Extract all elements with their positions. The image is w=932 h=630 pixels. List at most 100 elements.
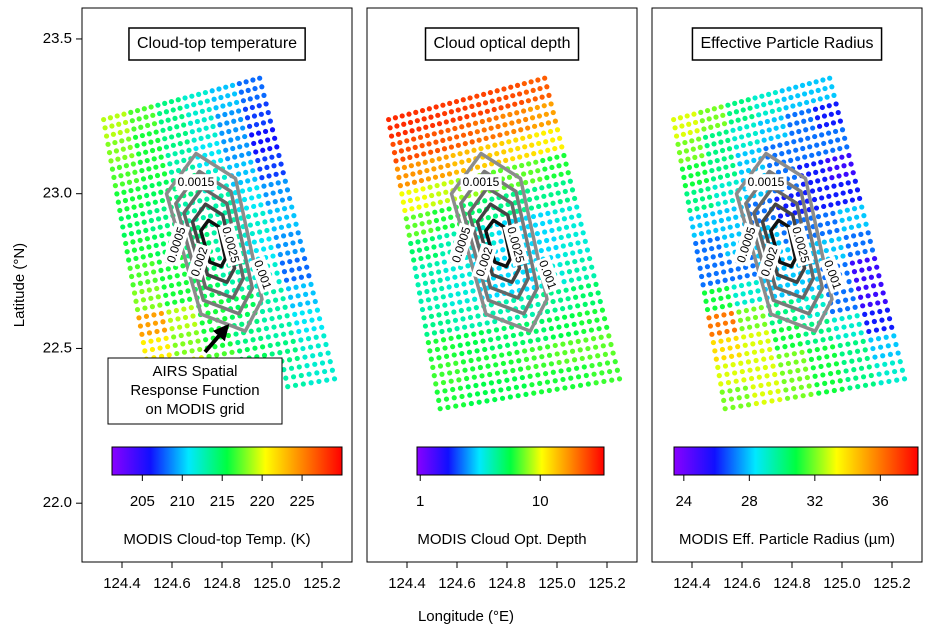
data-dot: [148, 139, 154, 145]
data-dot: [432, 174, 439, 180]
data-dot: [801, 358, 807, 364]
data-dot: [312, 298, 318, 305]
data-dot: [141, 141, 147, 147]
data-dot: [721, 121, 728, 127]
data-dot: [838, 244, 844, 251]
data-dot: [848, 224, 855, 230]
data-dot: [841, 226, 847, 232]
data-dot: [288, 231, 294, 237]
data-dot: [252, 176, 258, 182]
data-dot: [527, 373, 533, 379]
data-dot: [301, 255, 308, 262]
contour-label-bg: [534, 255, 562, 294]
contour-line: [199, 218, 228, 269]
data-dot: [724, 371, 730, 377]
data-dot: [679, 166, 686, 172]
data-dot: [158, 119, 164, 125]
data-dot: [268, 181, 274, 188]
data-dot: [131, 290, 138, 296]
data-dot: [747, 105, 753, 111]
data-dot: [752, 314, 759, 321]
data-dot: [224, 120, 230, 126]
data-dot: [833, 361, 840, 367]
data-dot: [422, 159, 428, 165]
colorbar-tick-label: 32: [806, 493, 823, 510]
data-dot: [524, 321, 530, 327]
data-dot: [831, 92, 837, 98]
data-dot: [735, 266, 741, 272]
data-dot: [795, 156, 801, 162]
data-dot: [109, 166, 116, 172]
data-dot: [757, 296, 763, 302]
data-dot: [842, 135, 848, 141]
data-dot: [424, 167, 430, 174]
data-dot: [734, 223, 740, 229]
data-dot: [483, 355, 489, 361]
data-dot: [426, 106, 432, 112]
data-dot: [561, 216, 568, 222]
data-dot: [122, 119, 129, 126]
data-dot: [581, 266, 587, 272]
data-dot: [781, 96, 787, 102]
data-dot: [864, 355, 870, 362]
contour-label-group: 0.0015: [460, 174, 502, 191]
data-dot: [263, 325, 269, 332]
data-dot: [535, 372, 541, 378]
data-dot: [223, 147, 229, 153]
data-dot: [120, 224, 126, 230]
data-dot: [442, 302, 448, 308]
data-dot: [739, 368, 745, 375]
data-dot: [191, 137, 197, 143]
data-dot: [514, 314, 520, 320]
data-dot: [552, 145, 558, 152]
data-dot: [822, 380, 828, 386]
data-dot: [439, 207, 445, 214]
data-dot: [452, 125, 458, 132]
data-dot: [570, 384, 576, 390]
data-dot: [155, 251, 161, 257]
data-dot: [415, 239, 421, 245]
data-dot: [144, 192, 150, 199]
data-dot: [481, 381, 487, 387]
data-dot: [300, 345, 306, 352]
data-dot: [833, 101, 839, 107]
data-dot: [431, 166, 437, 172]
data-dot: [294, 355, 300, 362]
data-dot: [811, 196, 818, 203]
data-dot: [462, 105, 468, 111]
data-dot: [433, 217, 440, 224]
data-dot: [774, 231, 780, 238]
data-dot: [872, 354, 878, 360]
data-dot: [693, 240, 699, 247]
contour-label-group: 0.0015: [175, 174, 217, 191]
data-dot: [734, 301, 740, 307]
data-dot: [107, 115, 114, 121]
data-dot: [724, 207, 730, 214]
data-dot: [144, 236, 150, 242]
data-dot: [443, 353, 450, 359]
data-dot: [445, 404, 451, 410]
data-dot: [829, 84, 835, 90]
data-dot: [294, 257, 300, 263]
data-dot: [880, 353, 886, 359]
data-dot: [499, 140, 505, 147]
data-dot: [260, 120, 267, 126]
data-dot: [805, 304, 811, 310]
data-dot: [835, 137, 841, 143]
data-dot: [417, 169, 423, 175]
title-box: [691, 27, 883, 61]
data-dot: [197, 100, 204, 106]
data-dot: [776, 106, 782, 113]
data-dot: [709, 245, 715, 252]
data-dot: [457, 385, 464, 391]
data-dot: [179, 149, 185, 155]
data-dot: [691, 232, 697, 238]
contour-line: [484, 218, 513, 269]
contour-label-bg: [732, 222, 761, 267]
data-dot: [198, 135, 204, 142]
data-dot: [441, 259, 447, 265]
data-dot: [411, 179, 418, 185]
data-dot: [761, 137, 767, 143]
data-dot: [248, 328, 254, 334]
